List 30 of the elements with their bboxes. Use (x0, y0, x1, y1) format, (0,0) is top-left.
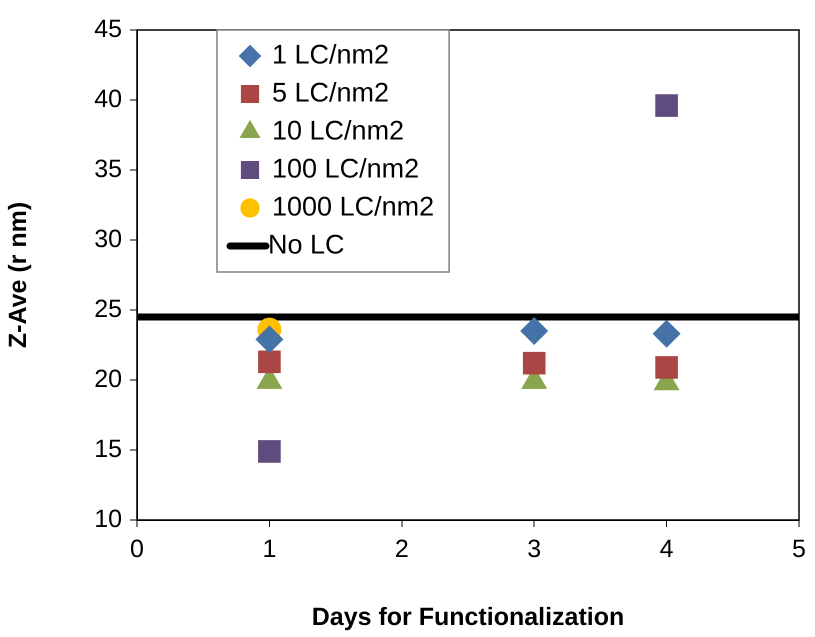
y-tick-label: 40 (94, 84, 122, 113)
y-tick-label: 20 (94, 364, 122, 393)
legend-label: 100 LC/nm2 (272, 153, 420, 184)
legend-label: No LC (268, 229, 345, 260)
legend-label: 1000 LC/nm2 (272, 191, 434, 222)
point (520, 317, 548, 345)
point (655, 356, 678, 379)
y-tick-label: 15 (94, 434, 122, 463)
x-tick-label: 2 (394, 534, 409, 563)
x-tick-label: 0 (130, 534, 144, 563)
y-tick-label: 30 (94, 224, 122, 253)
point (652, 320, 681, 348)
y-tick-label: 45 (94, 14, 122, 43)
point (258, 440, 281, 463)
point (522, 352, 546, 375)
legend-label: 5 LC/nm2 (272, 77, 390, 108)
x-tick-label: 5 (792, 534, 806, 563)
x-tick-label: 3 (527, 534, 542, 563)
x-axis-title: Days for Functionalization (312, 602, 624, 631)
y-axis-title: Z-Ave (r nm) (4, 202, 32, 348)
point (258, 350, 281, 374)
point (655, 94, 678, 117)
legend-label: 10 LC/nm2 (272, 115, 404, 146)
x-tick-label: 4 (660, 534, 674, 563)
legend-label: 1 LC/nm2 (272, 39, 390, 70)
y-tick-label: 10 (94, 504, 122, 533)
y-tick-label: 35 (94, 154, 122, 183)
point (255, 325, 284, 354)
x-tick-label: 1 (262, 534, 276, 563)
y-tick-label: 25 (94, 294, 122, 323)
